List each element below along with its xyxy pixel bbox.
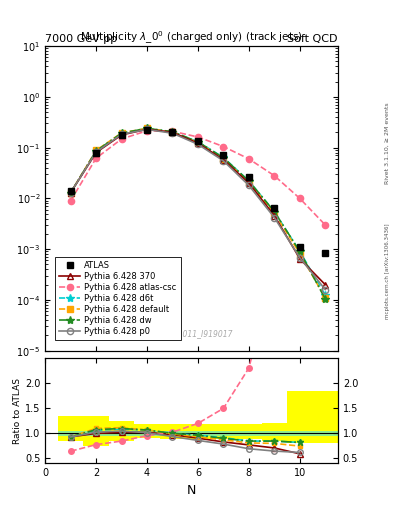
- Pythia 6.428 default: [323, 295, 328, 301]
- Pythia 6.428 dw: [246, 178, 251, 184]
- Pythia 6.428 atlas-csc: [272, 173, 277, 179]
- Text: 7000 GeV pp: 7000 GeV pp: [45, 33, 118, 44]
- Pythia 6.428 default: [221, 156, 226, 162]
- Pythia 6.428 default: [170, 129, 175, 135]
- Pythia 6.428 370: [196, 140, 200, 146]
- Y-axis label: Ratio to ATLAS: Ratio to ATLAS: [13, 378, 22, 444]
- Pythia 6.428 atlas-csc: [298, 195, 302, 201]
- Pythia 6.428 p0: [246, 182, 251, 188]
- ATLAS: [94, 150, 99, 156]
- Text: Soft QCD: Soft QCD: [288, 33, 338, 44]
- Pythia 6.428 dw: [196, 139, 200, 145]
- Pythia 6.428 dw: [145, 125, 149, 132]
- Pythia 6.428 d6t: [323, 292, 328, 298]
- Pythia 6.428 p0: [145, 126, 149, 133]
- Line: Pythia 6.428 370: Pythia 6.428 370: [68, 126, 329, 288]
- ATLAS: [221, 153, 226, 159]
- Pythia 6.428 d6t: [145, 125, 149, 132]
- ATLAS: [246, 174, 251, 180]
- Pythia 6.428 dw: [119, 130, 124, 136]
- Pythia 6.428 atlas-csc: [94, 155, 99, 161]
- ATLAS: [196, 138, 200, 144]
- Pythia 6.428 370: [68, 189, 73, 196]
- ATLAS: [119, 132, 124, 138]
- ATLAS: [170, 129, 175, 135]
- Title: Multiplicity $\lambda\_0^0$ (charged only) (track jets): Multiplicity $\lambda\_0^0$ (charged onl…: [80, 30, 303, 46]
- Pythia 6.428 d6t: [170, 129, 175, 135]
- Pythia 6.428 p0: [170, 130, 175, 136]
- Pythia 6.428 370: [145, 126, 149, 132]
- Pythia 6.428 atlas-csc: [246, 156, 251, 162]
- Pythia 6.428 d6t: [94, 148, 99, 154]
- Pythia 6.428 p0: [323, 287, 328, 293]
- Pythia 6.428 p0: [119, 131, 124, 137]
- ATLAS: [323, 250, 328, 256]
- Pythia 6.428 p0: [272, 215, 277, 221]
- Pythia 6.428 atlas-csc: [170, 128, 175, 134]
- Text: ATLAS_2011_I919017: ATLAS_2011_I919017: [151, 330, 233, 338]
- X-axis label: N: N: [187, 484, 196, 497]
- Pythia 6.428 370: [323, 282, 328, 288]
- Pythia 6.428 370: [221, 157, 226, 163]
- ATLAS: [272, 205, 277, 211]
- Legend: ATLAS, Pythia 6.428 370, Pythia 6.428 atlas-csc, Pythia 6.428 d6t, Pythia 6.428 : ATLAS, Pythia 6.428 370, Pythia 6.428 at…: [55, 257, 181, 340]
- Pythia 6.428 dw: [298, 248, 302, 254]
- Pythia 6.428 atlas-csc: [221, 143, 226, 150]
- Pythia 6.428 d6t: [272, 208, 277, 215]
- Line: Pythia 6.428 atlas-csc: Pythia 6.428 atlas-csc: [68, 127, 329, 228]
- Pythia 6.428 dw: [323, 296, 328, 302]
- Text: Rivet 3.1.10, ≥ 2M events: Rivet 3.1.10, ≥ 2M events: [385, 102, 389, 184]
- Line: Pythia 6.428 p0: Pythia 6.428 p0: [68, 126, 329, 293]
- Pythia 6.428 d6t: [298, 248, 302, 254]
- Pythia 6.428 default: [196, 139, 200, 145]
- ATLAS: [68, 188, 73, 194]
- Pythia 6.428 default: [94, 147, 99, 154]
- Pythia 6.428 p0: [94, 149, 99, 155]
- Line: Pythia 6.428 d6t: Pythia 6.428 d6t: [66, 124, 329, 299]
- Text: mcplots.cern.ch [arXiv:1306.3436]: mcplots.cern.ch [arXiv:1306.3436]: [385, 224, 389, 319]
- Pythia 6.428 default: [272, 210, 277, 216]
- Pythia 6.428 default: [119, 130, 124, 136]
- Pythia 6.428 atlas-csc: [323, 222, 328, 228]
- Pythia 6.428 atlas-csc: [119, 136, 124, 142]
- Pythia 6.428 dw: [221, 155, 226, 161]
- Pythia 6.428 atlas-csc: [145, 127, 149, 134]
- Pythia 6.428 370: [246, 180, 251, 186]
- Pythia 6.428 370: [170, 129, 175, 135]
- Pythia 6.428 370: [119, 132, 124, 138]
- Pythia 6.428 370: [272, 212, 277, 219]
- Pythia 6.428 default: [68, 189, 73, 196]
- Pythia 6.428 p0: [68, 189, 73, 196]
- Pythia 6.428 p0: [196, 141, 200, 147]
- Pythia 6.428 atlas-csc: [196, 134, 200, 140]
- Line: Pythia 6.428 default: Pythia 6.428 default: [68, 125, 328, 301]
- ATLAS: [145, 126, 149, 133]
- Pythia 6.428 p0: [298, 254, 302, 261]
- Pythia 6.428 d6t: [221, 155, 226, 161]
- Line: Pythia 6.428 dw: Pythia 6.428 dw: [66, 124, 329, 303]
- Pythia 6.428 default: [145, 125, 149, 132]
- Pythia 6.428 370: [94, 150, 99, 156]
- Pythia 6.428 dw: [170, 129, 175, 135]
- Pythia 6.428 dw: [272, 208, 277, 215]
- Pythia 6.428 370: [298, 255, 302, 262]
- Pythia 6.428 dw: [94, 148, 99, 154]
- Pythia 6.428 d6t: [119, 131, 124, 137]
- Pythia 6.428 d6t: [196, 139, 200, 145]
- Pythia 6.428 atlas-csc: [68, 198, 73, 204]
- Pythia 6.428 default: [246, 179, 251, 185]
- Pythia 6.428 d6t: [68, 189, 73, 196]
- Line: ATLAS: ATLAS: [68, 126, 329, 256]
- Pythia 6.428 p0: [221, 158, 226, 164]
- Pythia 6.428 d6t: [246, 178, 251, 184]
- Pythia 6.428 dw: [68, 189, 73, 196]
- ATLAS: [298, 244, 302, 250]
- Pythia 6.428 default: [298, 250, 302, 257]
